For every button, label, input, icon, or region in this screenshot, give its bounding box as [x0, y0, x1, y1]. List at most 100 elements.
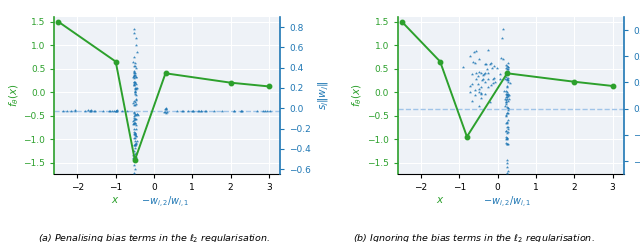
- Point: [108, 109, 118, 113]
- Point: [479, 72, 489, 76]
- Point: [505, 82, 515, 85]
- Point: [130, 154, 140, 158]
- Point: [111, 109, 121, 113]
- Point: [228, 109, 239, 113]
- Point: [129, 83, 140, 87]
- Text: $x$: $x$: [111, 195, 120, 205]
- Point: [252, 109, 262, 113]
- Point: [178, 109, 188, 113]
- Point: [131, 36, 141, 40]
- Point: [236, 110, 246, 113]
- Point: [132, 50, 142, 54]
- Point: [106, 109, 116, 113]
- Point: [495, 72, 506, 76]
- Point: [501, 121, 511, 125]
- Point: [129, 132, 139, 136]
- Point: [110, 109, 120, 113]
- Point: [161, 107, 172, 111]
- Point: [500, 137, 511, 141]
- Text: (a) Penalising bias terms in the $\ell_2$ regularisation.: (a) Penalising bias terms in the $\ell_2…: [38, 232, 269, 242]
- Point: [484, 62, 495, 66]
- Point: [129, 103, 139, 107]
- Point: [489, 76, 499, 80]
- Point: [130, 142, 140, 146]
- Point: [130, 89, 140, 92]
- Point: [500, 92, 511, 96]
- Point: [128, 101, 138, 105]
- Point: [472, 74, 483, 78]
- Point: [502, 99, 513, 103]
- Point: [500, 114, 511, 118]
- Point: [131, 157, 141, 160]
- Point: [129, 74, 140, 78]
- Point: [502, 165, 513, 169]
- Point: [499, 89, 509, 92]
- Point: [502, 130, 513, 134]
- Point: [130, 73, 140, 76]
- Point: [504, 93, 515, 97]
- Y-axis label: $f_{\theta}(x)$: $f_{\theta}(x)$: [7, 84, 20, 107]
- Point: [501, 66, 511, 70]
- Point: [129, 116, 140, 120]
- Point: [131, 97, 141, 101]
- Point: [502, 97, 513, 101]
- Point: [129, 71, 140, 75]
- Point: [501, 100, 511, 104]
- Point: [471, 71, 481, 75]
- Point: [130, 131, 140, 135]
- Point: [194, 109, 204, 113]
- Point: [501, 129, 511, 133]
- Point: [130, 100, 140, 104]
- Point: [131, 112, 141, 116]
- Point: [130, 104, 140, 107]
- Point: [130, 86, 140, 90]
- Point: [502, 67, 512, 71]
- Point: [477, 78, 487, 82]
- Point: [129, 143, 140, 147]
- Point: [479, 80, 490, 84]
- Point: [488, 77, 499, 81]
- Point: [131, 134, 141, 137]
- Point: [229, 109, 239, 113]
- Point: [130, 64, 140, 68]
- Point: [500, 97, 510, 101]
- Point: [129, 118, 139, 121]
- Point: [131, 123, 141, 127]
- Point: [502, 169, 513, 173]
- Point: [161, 107, 172, 111]
- Point: [130, 61, 140, 65]
- Point: [483, 67, 493, 71]
- Point: [113, 108, 123, 112]
- Point: [97, 109, 108, 113]
- Point: [502, 118, 513, 121]
- Point: [487, 66, 497, 70]
- Point: [488, 81, 499, 85]
- Point: [182, 109, 193, 113]
- Point: [130, 144, 140, 147]
- Point: [129, 68, 139, 72]
- Point: [131, 66, 141, 70]
- Point: [129, 99, 139, 103]
- Point: [501, 89, 511, 92]
- Point: [458, 65, 468, 69]
- Point: [129, 82, 140, 86]
- Point: [193, 110, 203, 113]
- Point: [488, 64, 499, 68]
- Point: [130, 117, 140, 121]
- Point: [502, 96, 512, 99]
- Point: [502, 85, 512, 89]
- Point: [498, 57, 508, 61]
- Point: [474, 57, 484, 61]
- Point: [130, 152, 140, 156]
- Point: [260, 109, 270, 113]
- Point: [172, 109, 182, 113]
- Point: [502, 161, 513, 165]
- Point: [160, 110, 170, 114]
- Point: [131, 155, 141, 159]
- Point: [107, 109, 117, 113]
- Point: [502, 80, 513, 84]
- Point: [502, 131, 513, 135]
- Point: [503, 106, 513, 110]
- Point: [502, 121, 513, 124]
- Point: [131, 127, 141, 131]
